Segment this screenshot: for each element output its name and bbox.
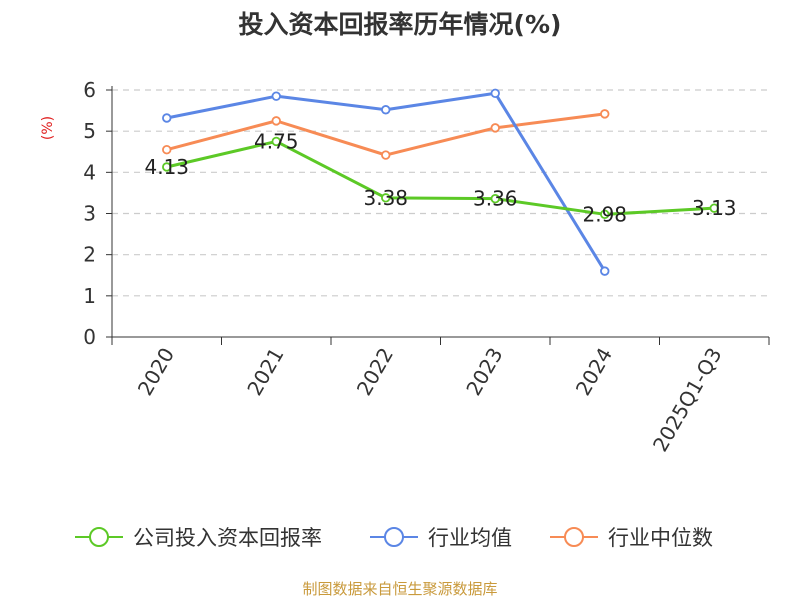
- y-tick-label-1: 1: [83, 284, 96, 308]
- data-point-2-2: [381, 150, 391, 160]
- data-label-2: 3.38: [363, 186, 408, 210]
- x-tick-labels: 2020 2021 2022 2023 2024 2025Q1-Q3: [133, 344, 727, 456]
- data-point-1-2: [381, 105, 391, 115]
- series-1: [162, 88, 610, 276]
- series-line-2: [166, 112, 605, 157]
- x-tick-label-2025Q1-Q3: 2025Q1-Q3: [648, 344, 727, 456]
- data-point-2-3: [490, 123, 500, 133]
- y-tick-label-5: 5: [83, 119, 96, 143]
- data-label-4: 2.98: [582, 202, 627, 226]
- series-line-1: [166, 91, 607, 272]
- data-point-0-5: [709, 203, 719, 213]
- data-label-1: 4.75: [254, 129, 299, 153]
- x-tick-label-2023: 2023: [461, 344, 507, 400]
- data-point-1-1: [271, 91, 281, 101]
- x-tick-label-2021: 2021: [242, 344, 288, 400]
- data-point-1-3: [490, 88, 500, 98]
- grid-lines: [112, 89, 769, 297]
- legend-marker-0: [89, 527, 109, 547]
- axes: [106, 86, 770, 345]
- x-tick-label-2020: 2020: [133, 344, 179, 400]
- legend: 公司投入资本回报率 行业均值 行业中位数: [75, 526, 713, 550]
- source-note: 制图数据来自恒生聚源数据库: [302, 580, 497, 598]
- y-tick-label-3: 3: [83, 202, 96, 226]
- series-lines: [162, 88, 719, 276]
- data-point-0-3: [490, 193, 500, 204]
- legend-marker-2: [564, 527, 584, 547]
- data-point-2-4: [600, 109, 610, 119]
- y-tick-label-0: 0: [83, 325, 96, 349]
- legend-label-0: 公司投入资本回报率: [133, 526, 322, 550]
- data-point-0-2: [381, 193, 391, 203]
- data-point-1-4: [600, 266, 610, 276]
- x-tick-label-2024: 2024: [571, 344, 617, 400]
- x-tick-label-2022: 2022: [352, 344, 398, 400]
- series-line-0: [166, 139, 715, 216]
- y-tick-label-2: 2: [83, 243, 96, 267]
- legend-label-2: 行业中位数: [608, 526, 713, 550]
- y-tick-label-4: 4: [83, 160, 96, 184]
- y-tick-label-6: 6: [83, 78, 96, 102]
- legend-label-1: 行业均值: [428, 526, 512, 550]
- data-point-2-1: [271, 116, 281, 126]
- data-label-5: 3.13: [692, 196, 737, 220]
- data-point-0-0: [162, 162, 172, 172]
- chart-title: 投入资本回报率历年情况(%): [239, 10, 562, 39]
- data-label-0: 4.13: [144, 155, 189, 179]
- data-point-1-0: [162, 113, 172, 123]
- legend-marker-1: [384, 527, 404, 547]
- series-2: [162, 109, 610, 160]
- y-tick-labels: 0 1 2 3 4 5 6: [83, 78, 96, 349]
- data-point-2-0: [162, 144, 172, 155]
- data-point-0-1: [271, 136, 281, 147]
- data-labels: 4.13 4.75 3.38 3.36 2.98 3.13: [144, 129, 736, 226]
- data-label-3: 3.36: [473, 187, 518, 211]
- series-0: [162, 136, 719, 220]
- data-point-0-4: [600, 209, 610, 220]
- y-axis-label: (%): [40, 116, 56, 140]
